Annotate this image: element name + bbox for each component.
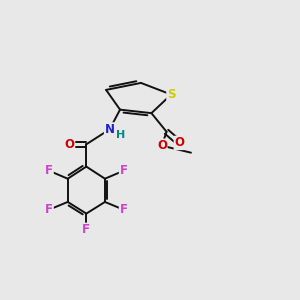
Text: H: H [116, 130, 125, 140]
Text: O: O [64, 138, 75, 151]
Text: S: S [167, 88, 176, 101]
Text: F: F [119, 203, 128, 216]
Text: F: F [119, 164, 128, 177]
Text: F: F [82, 224, 90, 236]
Text: N: N [105, 123, 115, 136]
Text: F: F [45, 164, 53, 177]
Text: O: O [174, 136, 184, 149]
Text: O: O [157, 139, 167, 152]
Text: F: F [45, 203, 53, 216]
